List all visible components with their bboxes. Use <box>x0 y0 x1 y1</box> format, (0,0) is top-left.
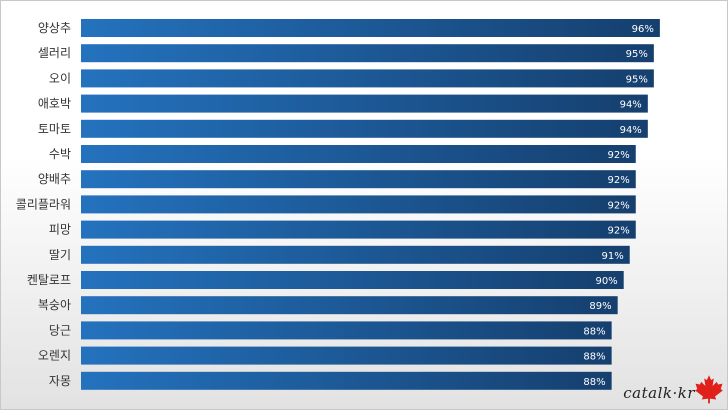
watermark-text: catalk·kr <box>623 384 695 402</box>
value-label: 91% <box>601 251 623 262</box>
value-label: 92% <box>608 175 630 186</box>
value-label: 94% <box>620 100 642 111</box>
category-label: 양배추 <box>38 172 71 186</box>
category-label: 양상추 <box>38 21 71 35</box>
maple-leaf-icon <box>695 375 723 404</box>
bar-9 <box>81 220 636 239</box>
value-label: 96% <box>632 24 654 35</box>
value-label: 94% <box>620 125 642 136</box>
value-label: 92% <box>608 150 630 161</box>
bar-10 <box>81 245 630 264</box>
bar-12 <box>81 296 618 315</box>
value-label: 95% <box>626 74 648 85</box>
category-label: 피망 <box>49 223 71 237</box>
bar-6 <box>81 145 636 163</box>
bar-7 <box>81 170 636 189</box>
category-label: 오이 <box>49 71 71 85</box>
value-label: 92% <box>608 200 630 211</box>
value-label: 92% <box>608 226 630 237</box>
bar-14 <box>81 346 612 365</box>
category-label: 콜리플라워 <box>16 197 71 211</box>
bar-5 <box>81 119 648 138</box>
bar-2 <box>81 44 654 63</box>
category-label: 당근 <box>49 323 71 337</box>
value-label: 88% <box>583 326 605 337</box>
category-label: 셀러리 <box>38 46 71 60</box>
bars-group: 양상추 96% 셀러리 95% 오이 95% 애호박 94% 토마토 94% 수박 92% 양배추 92%… <box>16 19 660 390</box>
bar-4 <box>81 94 648 113</box>
category-label: 켄탈로프 <box>27 273 71 287</box>
category-label: 토마토 <box>38 122 71 136</box>
value-label: 88% <box>583 352 605 363</box>
bar-3 <box>81 69 654 88</box>
value-label: 89% <box>589 301 611 312</box>
value-label: 95% <box>626 49 648 60</box>
bar-8 <box>81 195 636 214</box>
bar-11 <box>81 271 624 289</box>
bar-1 <box>81 19 660 37</box>
category-label: 복숭아 <box>38 298 71 312</box>
value-label: 90% <box>595 276 617 287</box>
category-label: 애호박 <box>38 97 71 111</box>
category-label: 딸기 <box>49 248 71 262</box>
bar-13 <box>81 321 612 340</box>
category-label: 오렌지 <box>38 349 71 363</box>
category-label: 수박 <box>49 147 71 161</box>
maple-leaf-shape <box>695 375 723 404</box>
category-label: 자몽 <box>49 374 71 388</box>
value-label: 88% <box>583 377 605 388</box>
bar-15 <box>81 371 612 390</box>
